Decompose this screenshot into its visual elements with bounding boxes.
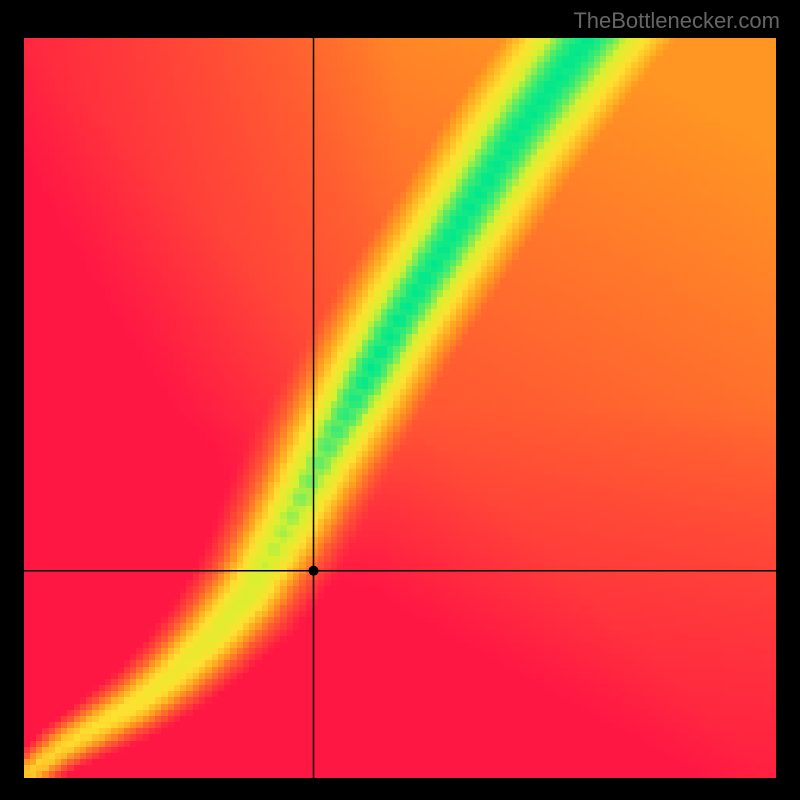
chart-container: TheBottlenecker.com xyxy=(0,0,800,800)
watermark-text: TheBottlenecker.com xyxy=(573,8,780,34)
heatmap-canvas xyxy=(24,38,776,778)
heatmap-plot xyxy=(24,38,776,778)
